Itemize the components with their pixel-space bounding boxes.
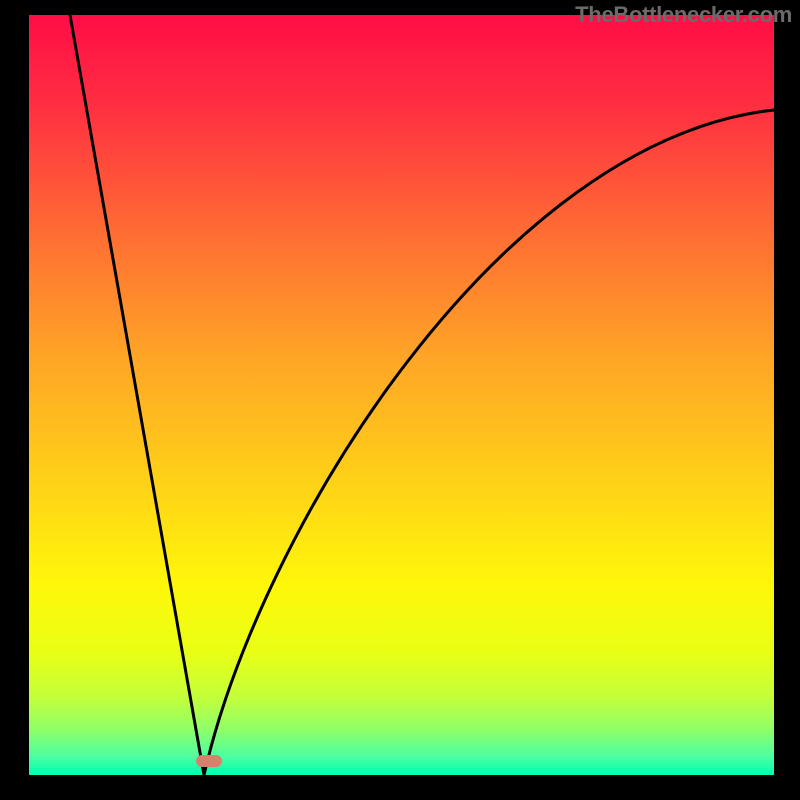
chart-svg <box>0 0 800 800</box>
watermark-text: TheBottlenecker.com <box>575 2 792 28</box>
optimal-marker <box>196 755 222 767</box>
chart-container: TheBottlenecker.com <box>0 0 800 800</box>
plot-area <box>29 15 774 775</box>
